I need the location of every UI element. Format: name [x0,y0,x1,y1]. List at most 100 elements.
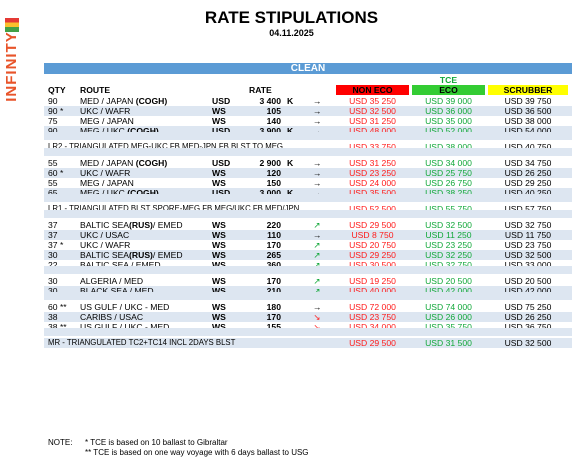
rate-cell: 105 [266,106,281,116]
trend-arrow-icon: → [312,178,322,188]
route-cell: US GULF / UKC - MED [80,322,169,332]
tce-eco-cell: USD 39 000 [425,96,472,106]
tce-eco-cell: USD 32 500 [425,220,472,230]
route-qualifier: (RUS) [129,220,153,230]
qty-cell: 60 ** [48,302,67,312]
tce-label: TCE [439,75,458,85]
tce-scrubber-cell: USD 26 250 [504,312,552,322]
tce-scrubber-cell: USD 39 750 [504,96,552,106]
table-row: 90 * UKC / WAFR WS 105 → USD 32 500 USD 36 000… [44,106,572,116]
route-cell: UKC / WAFR [80,240,130,250]
tce-scrubber-cell: USD 29 250 [504,178,552,188]
trend-arrow-icon: ↘ [313,312,321,322]
trend-arrow-icon: → [312,230,322,240]
tce-non-eco-cell: USD 23 250 [349,168,396,178]
rate-cell: 360 [266,260,281,270]
table-row: 30 BLACK SEA / MED WS 210 ↗ USD 40 000 USD 42 … [44,286,572,296]
currency-cell: WS [212,116,226,126]
tce-eco-cell: USD 55 750 [425,204,472,214]
tce-scrubber-cell: USD 38 000 [504,116,552,126]
route-cell: ALGERIA / MED [80,276,143,286]
table-row: 37 UKC / USAC WS 110 → USD 8 750 USD 11 250 USD… [44,230,572,240]
route-text: BALTIC SEA / EMED [80,260,161,270]
trend-arrow-icon: → [312,96,322,106]
trend-arrow-icon: ↗ [313,260,321,270]
tce-eco-cell: USD 32 750 [425,260,472,270]
route-cell: CARIBS / USAC [80,312,143,322]
route-cell: BALTIC SEA / EMED [80,260,161,270]
trend-arrow-icon: → [312,168,322,178]
column-header-row: QTY ROUTE RATE NON ECO ECO SCRUBBER [44,85,572,95]
summary-row: LR1 - TRIANGULATED BLST SPORE-MEG FB MEG… [44,204,572,214]
logo-mark [5,18,19,32]
tce-non-eco-cell: USD 40 000 [349,286,396,296]
route-qualifier: (COGH) [127,126,159,136]
tce-non-eco-cell: USD 24 000 [349,178,396,188]
col-route: ROUTE [80,85,111,95]
tce-eco-cell: USD 38 000 [425,142,472,152]
tce-scrubber-cell: USD 57 750 [504,204,552,214]
route-text: MEG / UKC [80,126,128,136]
route-cell: US GULF / UKC - MED [80,302,169,312]
col-qty: QTY [48,85,66,95]
route-text: CARIBS / USAC [80,312,144,322]
route-cell: MEG / UKC (COGH) [80,188,159,198]
currency-cell: WS [212,168,226,178]
route-text: UKC / WAFR [80,106,131,116]
rate-unit: K [287,158,294,168]
tce-eco-cell: USD 26 000 [425,312,472,322]
rate-cell: 3 900 [259,126,281,136]
route-text: MEG / JAPAN [80,178,134,188]
qty-cell: 90 * [48,106,64,116]
note-line-2: ** TCE is based on one way voyage with 6… [85,448,309,457]
table-row: 37 BALTIC SEA(RUS)/ EMED WS 220 ↗ USD 29 500 U… [44,220,572,230]
rate-cell: 265 [266,250,281,260]
tce-scrubber-cell: USD 33 000 [504,260,552,270]
summary-row: LR2 - TRIANGULATED MEG-UKC FB MED-JPN FB… [44,142,572,152]
tce-scrubber-cell: USD 32 500 [504,250,552,260]
tce-eco-cell: USD 42 000 [425,286,472,296]
currency-cell: USD [212,158,231,168]
qty-cell: 37 [48,220,58,230]
summary-row: MR - TRIANGULATED TC2+TC14 INCL 2DAYS BL… [44,338,572,348]
route-cell: UKC / WAFR [80,168,130,178]
qty-cell: 90 [48,96,58,106]
tce-non-eco-cell: USD 32 500 [349,106,396,116]
route-cell: MEG / JAPAN [80,178,134,188]
currency-cell: WS [212,276,226,286]
tce-non-eco-cell: USD 8 750 [351,230,394,240]
summary-label: MR - TRIANGULATED TC2+TC14 INCL 2DAYS BL… [48,338,236,347]
tce-non-eco-cell: USD 29 500 [349,338,396,348]
row-separator [44,328,572,336]
table-row: 90 MED / JAPAN (COGH) USD 3 400 K → USD 35 250… [44,96,572,106]
tce-scrubber-cell: USD 36 500 [504,106,552,116]
trend-arrow-icon: ↗ [313,276,321,286]
qty-cell: 75 [48,116,58,126]
route-cell: MEG / JAPAN [80,116,134,126]
route-cell: UKC / USAC [80,230,129,240]
table-row: 38 ** US GULF / UKC - MED WS 155 ↘ USD 34 000… [44,322,572,332]
route-text: MEG / UKC [80,188,128,198]
currency-cell: WS [212,250,226,260]
route-text-2: / EMED [152,250,183,260]
route-text: BALTIC SEA [80,220,130,230]
tce-scrubber-cell: USD 32 500 [504,338,552,348]
tce-scrubber-cell: USD 26 250 [504,168,552,178]
tce-non-eco-cell: USD 20 750 [349,240,396,250]
table-row: 30 ALGERIA / MED WS 170 ↗ USD 19 250 USD 20 50… [44,276,572,286]
table-row: 30 BALTIC SEA(RUS)/ EMED WS 265 ↗ USD 29 250 U… [44,250,572,260]
trend-arrow-icon: → [312,106,322,116]
trend-arrow-icon: ↘ [313,322,321,332]
tce-header-row: TCE [44,75,572,85]
trend-arrow-icon: → [312,158,322,168]
tce-eco-cell: USD 20 500 [425,276,472,286]
route-cell: BALTIC SEA(RUS)/ EMED [80,220,183,230]
rate-cell: 2 900 [259,158,281,168]
tce-non-eco-cell: USD 31 250 [349,116,396,126]
row-separator [44,132,572,140]
tce-eco-cell: USD 25 750 [425,168,472,178]
route-text: ALGERIA / MED [80,276,144,286]
table-row: 38 CARIBS / USAC WS 170 ↘ USD 23 750 USD 26 00… [44,312,572,322]
tce-scrubber-cell: USD 11 750 [504,230,552,240]
company-logo: INFINITY [3,18,20,118]
